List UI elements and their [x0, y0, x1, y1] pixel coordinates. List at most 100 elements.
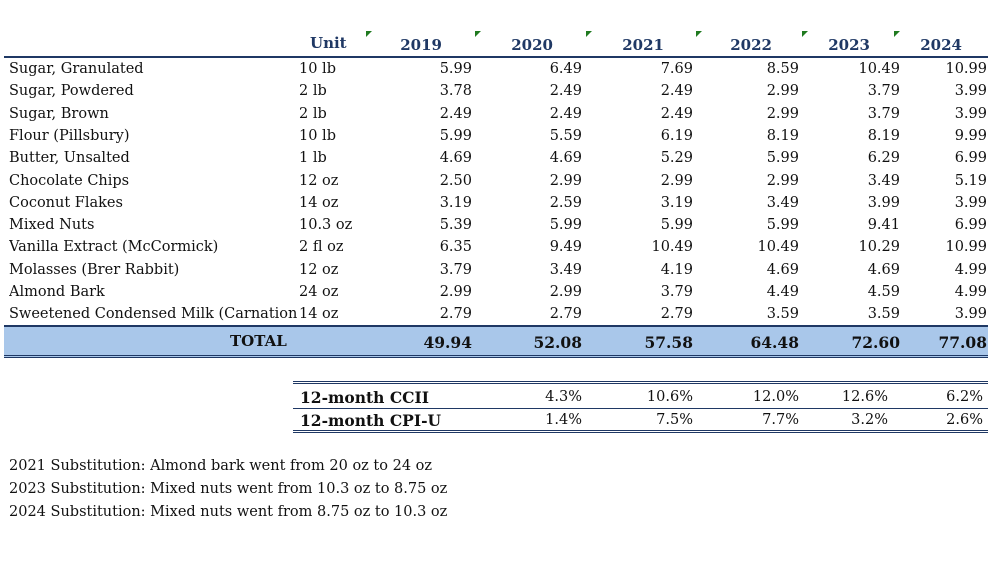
index-row[interactable]: 12-month CCII 4.3% 10.6% 12.0% 12.6% 6.2%: [0, 386, 1000, 408]
table-row[interactable]: Sugar, Brown 2 lb 2.49 2.49 2.49 2.99 3.79 3.99: [0, 104, 1000, 126]
price-cell[interactable]: 3.99: [954, 83, 987, 100]
index-value[interactable]: 2.6%: [946, 412, 983, 428]
total-value[interactable]: 57.58: [644, 333, 693, 352]
price-cell[interactable]: 3.79: [867, 83, 900, 100]
header-unit[interactable]: Unit: [310, 34, 347, 52]
table-row[interactable]: Mixed Nuts 10.3 oz 5.39 5.99 5.99 5.99 9.41 6.9…: [0, 215, 1000, 237]
price-cell[interactable]: 3.59: [766, 306, 799, 323]
price-cell[interactable]: 3.79: [660, 284, 693, 300]
price-cell[interactable]: 2.79: [549, 306, 582, 323]
header-year-2022[interactable]: 2022: [730, 36, 772, 54]
table-row[interactable]: Sweetened Condensed Milk (Carnation 14 oz…: [0, 304, 1000, 326]
price-cell[interactable]: 5.99: [439, 61, 472, 77]
header-year-2023[interactable]: 2023: [828, 36, 870, 54]
price-cell[interactable]: 2.49: [439, 105, 472, 122]
price-cell[interactable]: 10.99: [945, 61, 987, 77]
price-cell[interactable]: 9.49: [549, 239, 582, 256]
price-cell[interactable]: 3.19: [439, 194, 472, 211]
table-row[interactable]: Molasses (Brer Rabbit) 12 oz 3.79 3.49 4.19 4…: [0, 260, 1000, 282]
price-cell[interactable]: 2.49: [660, 83, 693, 100]
price-cell[interactable]: 6.35: [439, 239, 472, 256]
index-value[interactable]: 6.2%: [946, 389, 983, 405]
price-cell[interactable]: 5.19: [954, 172, 987, 189]
price-cell[interactable]: 2.99: [766, 172, 799, 189]
price-cell[interactable]: 2.99: [766, 83, 799, 100]
total-value[interactable]: 72.60: [851, 333, 900, 352]
price-cell[interactable]: 4.99: [954, 284, 987, 300]
index-value[interactable]: 4.3%: [545, 389, 582, 405]
price-cell[interactable]: 10.49: [757, 239, 799, 256]
price-cell[interactable]: 3.79: [439, 261, 472, 278]
table-row[interactable]: Butter, Unsalted 1 lb 4.69 4.69 5.29 5.99 6.29…: [0, 148, 1000, 170]
total-value[interactable]: 77.08: [938, 333, 987, 352]
price-cell[interactable]: 5.99: [660, 217, 693, 234]
price-cell[interactable]: 2.79: [660, 306, 693, 323]
total-value[interactable]: 49.94: [423, 333, 472, 352]
price-cell[interactable]: 5.99: [439, 127, 472, 144]
price-cell[interactable]: 3.99: [867, 194, 900, 211]
price-cell[interactable]: 9.41: [867, 217, 900, 234]
price-cell[interactable]: 3.49: [766, 194, 799, 211]
price-cell[interactable]: 5.29: [660, 150, 693, 167]
price-cell[interactable]: 2.99: [549, 172, 582, 189]
price-cell[interactable]: 4.49: [766, 284, 799, 300]
price-cell[interactable]: 4.69: [439, 150, 472, 167]
price-cell[interactable]: 8.59: [766, 61, 799, 77]
index-value[interactable]: 7.5%: [656, 412, 693, 428]
price-cell[interactable]: 6.19: [660, 127, 693, 144]
total-value[interactable]: 64.48: [750, 333, 799, 352]
price-cell[interactable]: 4.99: [954, 261, 987, 278]
price-cell[interactable]: 6.29: [867, 150, 900, 167]
table-row[interactable]: Sugar, Powdered 2 lb 3.78 2.49 2.49 2.99 3.79 3…: [0, 81, 1000, 103]
price-cell[interactable]: 6.99: [954, 150, 987, 167]
price-cell[interactable]: 2.99: [549, 284, 582, 300]
price-cell[interactable]: 3.49: [549, 261, 582, 278]
price-cell[interactable]: 10.49: [858, 61, 900, 77]
header-year-2021[interactable]: 2021: [622, 36, 664, 54]
price-cell[interactable]: 3.99: [954, 105, 987, 122]
price-cell[interactable]: 2.50: [439, 172, 472, 189]
price-cell[interactable]: 8.19: [867, 127, 900, 144]
price-cell[interactable]: 7.69: [660, 61, 693, 77]
price-cell[interactable]: 4.19: [660, 261, 693, 278]
header-year-2019[interactable]: 2019: [400, 36, 442, 54]
price-cell[interactable]: 5.59: [549, 127, 582, 144]
price-cell[interactable]: 2.49: [549, 105, 582, 122]
price-cell[interactable]: 6.49: [549, 61, 582, 77]
price-cell[interactable]: 6.99: [954, 217, 987, 234]
price-cell[interactable]: 2.99: [439, 284, 472, 300]
table-row[interactable]: Chocolate Chips 12 oz 2.50 2.99 2.99 2.99 3.49…: [0, 171, 1000, 193]
price-cell[interactable]: 3.79: [867, 105, 900, 122]
price-cell[interactable]: 4.69: [867, 261, 900, 278]
index-value[interactable]: 12.6%: [841, 389, 888, 405]
price-cell[interactable]: 10.29: [858, 239, 900, 256]
price-cell[interactable]: 3.99: [954, 306, 987, 323]
price-cell[interactable]: 4.59: [867, 284, 900, 300]
price-cell[interactable]: 2.59: [549, 194, 582, 211]
header-year-2020[interactable]: 2020: [511, 36, 553, 54]
price-cell[interactable]: 3.99: [954, 194, 987, 211]
price-cell[interactable]: 10.99: [945, 239, 987, 256]
index-value[interactable]: 7.7%: [762, 412, 799, 428]
price-cell[interactable]: 2.99: [766, 105, 799, 122]
table-row[interactable]: Almond Bark 24 oz 2.99 2.99 3.79 4.49 4.59 4.99: [0, 282, 1000, 304]
price-cell[interactable]: 5.99: [766, 217, 799, 234]
price-cell[interactable]: 3.49: [867, 172, 900, 189]
price-cell[interactable]: 3.19: [660, 194, 693, 211]
total-value[interactable]: 52.08: [533, 333, 582, 352]
price-cell[interactable]: 2.49: [549, 83, 582, 100]
price-cell[interactable]: 10.49: [651, 239, 693, 256]
price-cell[interactable]: 2.99: [660, 172, 693, 189]
index-value[interactable]: 3.2%: [851, 412, 888, 428]
index-row[interactable]: 12-month CPI-U 1.4% 7.5% 7.7% 3.2% 2.6%: [0, 409, 1000, 431]
price-cell[interactable]: 2.49: [660, 105, 693, 122]
price-cell[interactable]: 5.99: [766, 150, 799, 167]
table-row[interactable]: Vanilla Extract (McCormick) 2 fl oz 6.35 9.…: [0, 237, 1000, 259]
price-cell[interactable]: 9.99: [954, 127, 987, 144]
table-row[interactable]: Coconut Flakes 14 oz 3.19 2.59 3.19 3.49 3.99 3…: [0, 193, 1000, 215]
price-cell[interactable]: 8.19: [766, 127, 799, 144]
price-cell[interactable]: 4.69: [766, 261, 799, 278]
price-cell[interactable]: 2.79: [439, 306, 472, 323]
price-cell[interactable]: 4.69: [549, 150, 582, 167]
table-row[interactable]: Flour (Pillsbury) 10 lb 5.99 5.59 6.19 8.19 8.…: [0, 126, 1000, 148]
